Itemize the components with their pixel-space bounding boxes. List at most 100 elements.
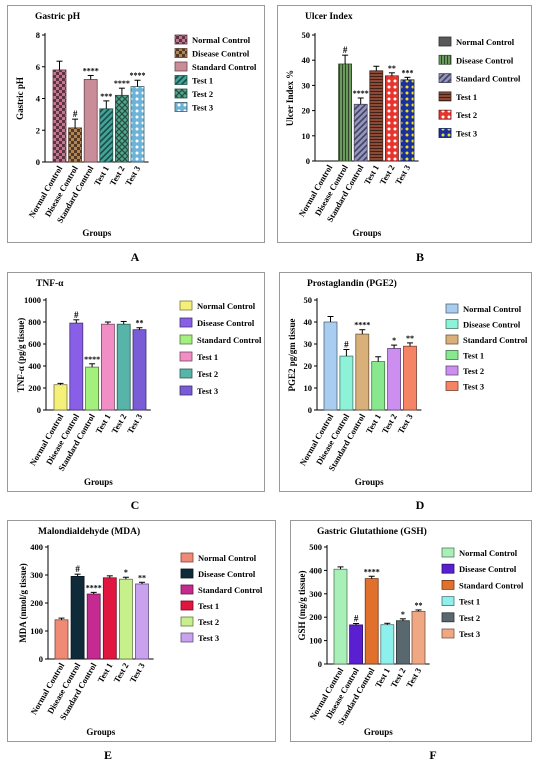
y-tick-label: 30	[304, 339, 313, 349]
legend-label: Test 3	[197, 386, 218, 396]
bar	[333, 568, 348, 665]
significance-label: ****	[353, 89, 369, 98]
legend-swatch	[438, 73, 452, 83]
y-tick-label: 50	[304, 295, 313, 305]
legend-label: Disease Control	[198, 569, 256, 579]
y-tick-label: 20	[304, 361, 313, 371]
legend-label: Standard Control	[459, 580, 524, 590]
y-tick-label: 20	[302, 106, 311, 116]
legend-label: Test 3	[192, 103, 213, 113]
bar	[119, 578, 133, 660]
chart-title: Malondialdehyde (MDA)	[38, 526, 140, 537]
significance-label: ****	[354, 321, 370, 330]
legend-label: Test 3	[459, 629, 480, 639]
ulcer-index-chart: Ulcer Index 0 10 20 30 40 50 Ulcer Index % Norma…	[285, 12, 521, 238]
significance-label: *	[401, 610, 405, 619]
chart-panel-ulcer-index: Ulcer Index 0 10 20 30 40 50 Ulcer Index % Norma…	[277, 5, 532, 243]
legend-label: Test 1	[197, 352, 218, 362]
y-axis-label: MDA (nmol/g tissue)	[18, 563, 28, 643]
x-axis-label: Groups	[355, 477, 384, 487]
bar	[85, 366, 99, 411]
legend-swatch	[179, 368, 193, 379]
chart-title: TNF-α	[36, 279, 64, 289]
legend-label: Standard Control	[463, 335, 528, 345]
bar	[52, 69, 67, 163]
y-tick-label: 200	[309, 612, 322, 622]
legend-label: Test 3	[456, 129, 477, 139]
y-tick-label: 100	[309, 636, 322, 646]
y-tick-label: 0	[318, 659, 322, 669]
legend-swatch	[174, 61, 188, 72]
bar	[355, 333, 370, 411]
significance-label: #	[75, 564, 80, 574]
legend-label: Test 2	[192, 89, 213, 99]
legend-swatch	[174, 34, 188, 45]
bar	[135, 583, 149, 660]
gsh-chart: Gastric Glutathione (GSH) 0 100 200 300 400 50…	[297, 526, 524, 737]
legend-swatch	[441, 628, 455, 639]
y-axis-label: PGE2 pg/gm tissue	[287, 318, 297, 391]
bar	[99, 108, 114, 163]
legend-label: Test 2	[197, 369, 218, 379]
y-tick-label: 0	[306, 156, 310, 166]
bar	[53, 384, 68, 411]
legend-label: Test 2	[198, 617, 219, 627]
legend-swatch	[179, 351, 193, 362]
chart-title: Prostaglandin (PGE2)	[307, 278, 397, 289]
legend-label: Test 2	[463, 366, 484, 376]
y-axis-label: TNF-α (pg/g tissue)	[16, 318, 26, 393]
legend-label: Disease Control	[456, 55, 514, 65]
legend-swatch	[441, 612, 455, 623]
legend-swatch	[180, 632, 194, 643]
legend-swatch	[438, 128, 452, 138]
legend-swatch	[441, 596, 455, 606]
bar	[54, 619, 69, 660]
legend-swatch	[179, 334, 193, 345]
legend-label: Standard Control	[456, 74, 521, 84]
y-tick-label: 300	[309, 589, 322, 599]
y-tick-label: 600	[28, 339, 41, 349]
legend-swatch	[441, 580, 455, 590]
legend-label: Disease Control	[459, 564, 517, 574]
bar	[411, 610, 426, 665]
chart-title: Ulcer Index	[305, 12, 353, 22]
gastric-ph-chart: Gastric pH 0 2 4 6 8 Gastric pH Normal Control #…	[15, 12, 257, 238]
bar	[371, 361, 386, 411]
legend-label: Disease Control	[463, 320, 521, 330]
legend-swatch	[180, 552, 194, 563]
legend-label: Disease Control	[192, 49, 250, 59]
significance-label: #	[73, 109, 78, 119]
legend-label: Test 1	[456, 92, 477, 102]
bar	[102, 577, 117, 660]
significance-label: ****	[114, 79, 130, 88]
bar	[403, 345, 417, 411]
category-label: Test 2	[380, 412, 399, 435]
legend-swatch	[438, 54, 452, 65]
category-label: Test 3	[404, 666, 423, 689]
legend-swatch	[174, 75, 188, 85]
y-tick-label: 400	[309, 565, 322, 575]
y-tick-label: 400	[28, 361, 41, 371]
significance-label: **	[388, 64, 396, 73]
significance-label: ****	[86, 583, 102, 592]
category-label: Test 1	[364, 412, 383, 435]
y-tick-label: 2	[36, 125, 40, 135]
legend-label: Test 3	[463, 382, 484, 392]
legend-label: Standard Control	[198, 585, 263, 595]
legend-label: Test 2	[456, 110, 477, 120]
bar	[353, 103, 368, 162]
y-axis-label: Ulcer Index %	[285, 70, 295, 126]
legend-label: Test 1	[198, 601, 219, 611]
legend-swatch	[179, 385, 193, 396]
bar	[339, 355, 354, 411]
panel-label-e: E	[103, 748, 112, 762]
bar	[349, 624, 363, 665]
significance-label: ***	[402, 68, 414, 77]
tnf-alpha-chart: TNF-α 0 200 400 600 800 1000 TNF-α (pg/g tissue…	[16, 279, 262, 487]
y-tick-label: 30	[302, 80, 311, 90]
significance-label: *	[124, 568, 128, 577]
legend-label: Disease Control	[197, 318, 255, 328]
y-tick-label: 0	[39, 654, 43, 664]
legend-swatch	[445, 334, 459, 345]
panel-label-c: C	[130, 498, 140, 512]
